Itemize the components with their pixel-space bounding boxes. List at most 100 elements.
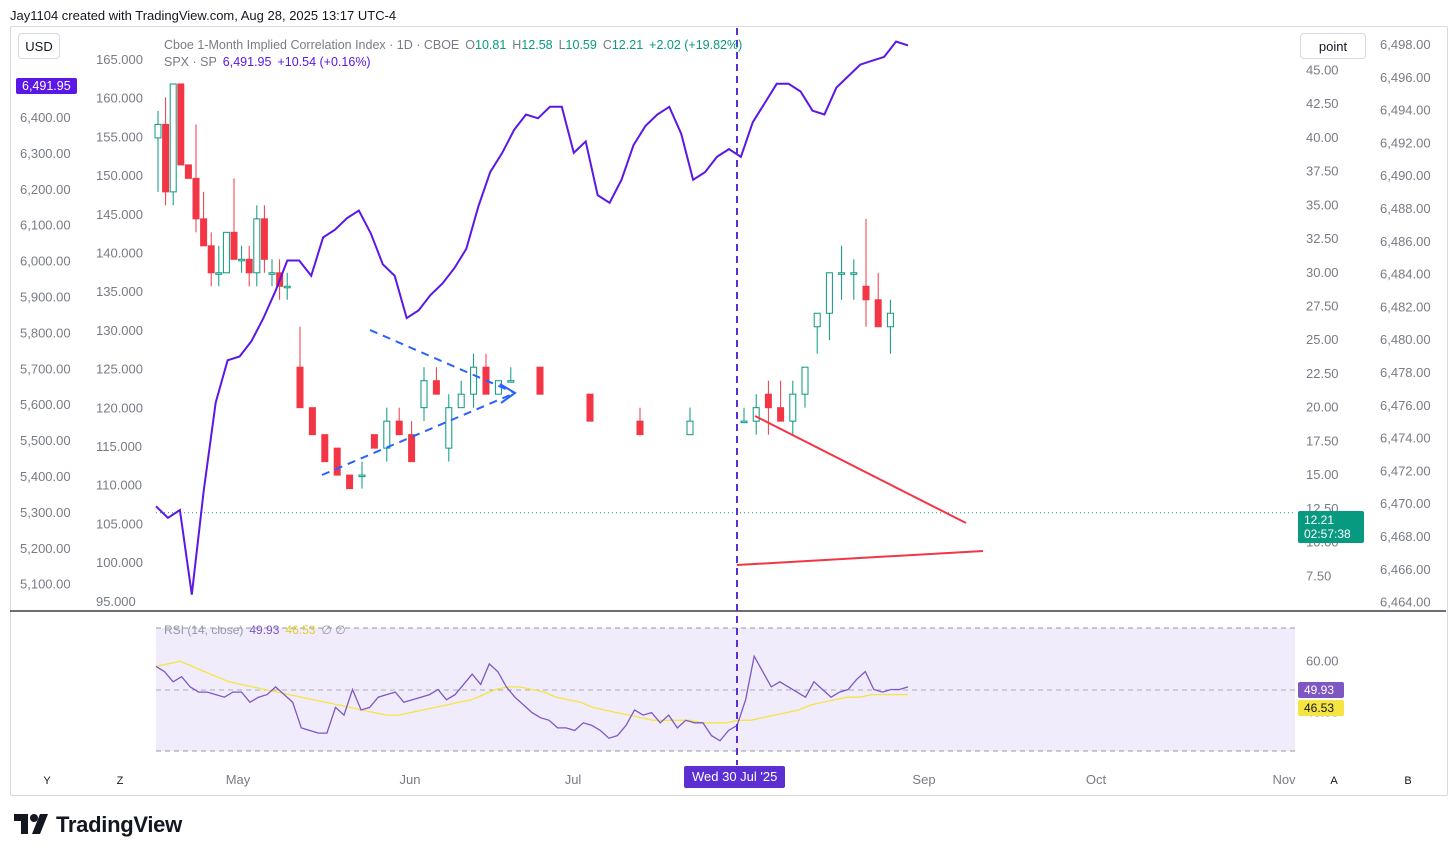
left-axis-tick-spx: 5,500.00	[20, 433, 71, 448]
rsi-legend-ma: 46.53	[285, 623, 316, 637]
right-axis-tick-corr: 20.00	[1306, 400, 1339, 415]
candle-body	[838, 272, 846, 275]
candle-body	[420, 380, 428, 409]
axis-mode-button[interactable]: B	[1404, 775, 1411, 787]
left-axis-tick-corr: 130.000	[96, 323, 143, 338]
right-axis-tick-corr: 45.00	[1306, 62, 1339, 77]
far-right-axis-tick: 6,496.00	[1380, 70, 1431, 85]
left-axis-tick-spx: 5,900.00	[20, 290, 71, 305]
left-axis-tick-corr: 95.000	[96, 594, 136, 609]
far-right-axis-tick: 6,498.00	[1380, 37, 1431, 52]
right-axis-tick-corr: 27.50	[1306, 299, 1339, 314]
rsi-ma-line	[155, 660, 908, 724]
high-label: H	[512, 38, 522, 52]
x-axis-label: May	[226, 772, 251, 787]
candle-body	[801, 366, 809, 395]
candle-body	[321, 434, 329, 463]
rsi-band	[156, 628, 1295, 751]
candle-body	[874, 299, 882, 328]
right-axis-tick-corr: 25.00	[1306, 332, 1339, 347]
left-axis-tick-corr: 165.000	[96, 52, 143, 67]
spx-last-badge: 6,491.95	[16, 78, 77, 94]
candle-body	[825, 272, 833, 314]
candle-body	[230, 231, 238, 260]
countdown-value: 02:57:38	[1304, 527, 1351, 541]
candle-body	[184, 164, 192, 179]
candle-body	[260, 218, 268, 260]
left-axis-tick-spx: 6,400.00	[20, 110, 71, 125]
candle-body	[507, 380, 515, 383]
right-axis-tick-corr: 15.00	[1306, 467, 1339, 482]
low-label: L	[558, 38, 566, 52]
right-axis-tick-corr: 17.50	[1306, 433, 1339, 448]
tradingview-logo: TradingView	[14, 812, 182, 838]
red-triangle-upper	[754, 415, 967, 524]
left-axis-tick-corr: 110.000	[96, 478, 142, 493]
candle-body	[432, 380, 440, 395]
axis-mode-button[interactable]: Y	[43, 775, 51, 787]
left-axis-tick-corr: 120.000	[96, 400, 143, 415]
candle-body	[200, 218, 208, 247]
candle-body	[333, 447, 341, 476]
candle-body	[169, 83, 177, 193]
unit-button[interactable]: point	[1300, 33, 1366, 59]
far-right-axis-tick: 6,480.00	[1380, 332, 1431, 347]
far-right-axis-tick: 6,468.00	[1380, 529, 1431, 544]
right-axis-tick-corr: 37.50	[1306, 164, 1339, 179]
left-axis-tick-spx: 6,000.00	[20, 254, 71, 269]
candle-body	[245, 258, 253, 274]
far-right-axis-tick: 6,474.00	[1380, 431, 1431, 446]
candle-body	[636, 420, 644, 436]
left-axis-tick-spx: 5,200.00	[20, 541, 71, 556]
blue-arrowhead	[499, 383, 517, 404]
right-axis-tick-corr: 22.50	[1306, 366, 1339, 381]
far-right-axis-tick: 6,466.00	[1380, 562, 1431, 577]
rsi-label: RSI (14, close)	[164, 623, 244, 637]
candle-body	[238, 258, 246, 262]
candle-body	[283, 285, 291, 289]
tradingview-logo-icon	[14, 814, 48, 834]
rsi-line	[155, 654, 909, 742]
left-axis-tick-spx: 5,300.00	[20, 505, 71, 520]
candle-body	[862, 285, 870, 301]
candle-body	[789, 393, 797, 422]
far-right-axis-tick: 6,478.00	[1380, 365, 1431, 380]
crosshair-date-badge: Wed 30 Jul '25	[684, 766, 786, 788]
right-axis-tick-corr: 32.50	[1306, 231, 1339, 246]
left-axis-tick-spx: 5,100.00	[20, 577, 71, 592]
right-axis-tick-corr: 40.00	[1306, 130, 1339, 145]
right-axis-tick-corr: 42.50	[1306, 96, 1339, 111]
candle-body	[470, 366, 478, 395]
x-axis-label: Jun	[400, 772, 421, 787]
right-axis-tick-corr: 7.50	[1306, 568, 1331, 583]
left-axis-tick-corr: 115.000	[96, 439, 142, 454]
candle-body	[457, 393, 465, 409]
spx-line	[155, 40, 909, 595]
candle-body	[162, 123, 170, 193]
last-price-value: 12.21	[1304, 513, 1335, 527]
far-right-axis-tick: 6,476.00	[1380, 398, 1431, 413]
axis-mode-button[interactable]: A	[1330, 775, 1338, 787]
x-axis-label: Sep	[912, 772, 935, 787]
candle-body	[813, 312, 821, 328]
axis-mode-button[interactable]: Z	[117, 775, 124, 787]
main-legend: Cboe 1-Month Implied Correlation Index ·…	[164, 38, 748, 52]
currency-button[interactable]: USD	[18, 33, 60, 59]
candle-body	[777, 407, 785, 422]
candle-body	[886, 312, 894, 328]
left-axis-tick-spx: 6,300.00	[20, 146, 71, 161]
left-axis-tick-corr: 160.000	[96, 91, 143, 106]
left-axis-tick-spx: 5,400.00	[20, 469, 71, 484]
left-axis-tick-spx: 5,800.00	[20, 325, 71, 340]
spx-legend: SPX · SP 6,491.95 +10.54 (+0.16%)	[164, 55, 377, 69]
far-right-axis-tick: 6,488.00	[1380, 201, 1431, 216]
x-axis-label: Jul	[565, 772, 582, 787]
candle-body	[752, 407, 760, 422]
candle-body	[253, 218, 261, 274]
close-label: C	[602, 38, 612, 52]
right-axis-tick-corr: 30.00	[1306, 265, 1339, 280]
far-right-axis-tick: 6,470.00	[1380, 496, 1431, 511]
left-axis-tick-corr: 100.000	[96, 555, 143, 570]
open-label: O	[465, 38, 475, 52]
